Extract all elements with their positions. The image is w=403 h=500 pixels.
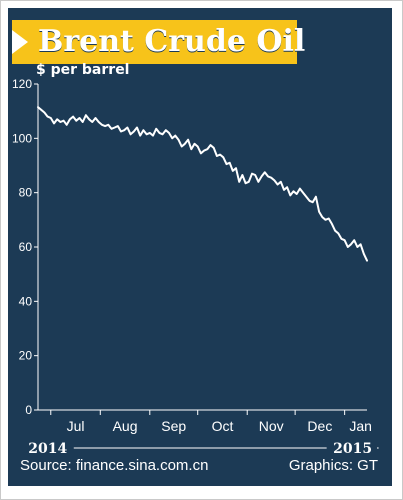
x-tick-label: Jan (349, 418, 372, 434)
x-tick-label: Oct (212, 418, 234, 434)
source-note: Source: finance.sina.com.cn (20, 457, 209, 474)
brent-price-line (37, 106, 368, 262)
y-tick-label: 120 (12, 77, 32, 91)
y-tick-label: 100 (12, 131, 32, 145)
y-axis-label: $ per barrel (36, 62, 130, 78)
y-tick-label: 80 (19, 186, 33, 200)
title-arrow-icon (12, 30, 28, 54)
x-tick-label: Sep (161, 418, 186, 434)
y-tick-label: 0 (25, 403, 32, 417)
graphics-credit: Graphics: GT (288, 457, 378, 474)
y-tick-label: 20 (19, 349, 33, 363)
year-label: 2014 (28, 441, 67, 457)
x-tick-label: Nov (259, 418, 284, 434)
x-tick-label: Dec (307, 418, 332, 434)
year-label: 2015 (333, 441, 372, 457)
y-tick-label: 40 (19, 294, 33, 308)
x-tick-label: Aug (113, 418, 138, 434)
y-tick-label: 60 (19, 240, 33, 254)
title-bar (12, 20, 297, 64)
x-tick-label: Jul (67, 418, 85, 434)
chart-title: Brent Crude Oil (38, 24, 306, 59)
chart-panel (8, 8, 392, 486)
